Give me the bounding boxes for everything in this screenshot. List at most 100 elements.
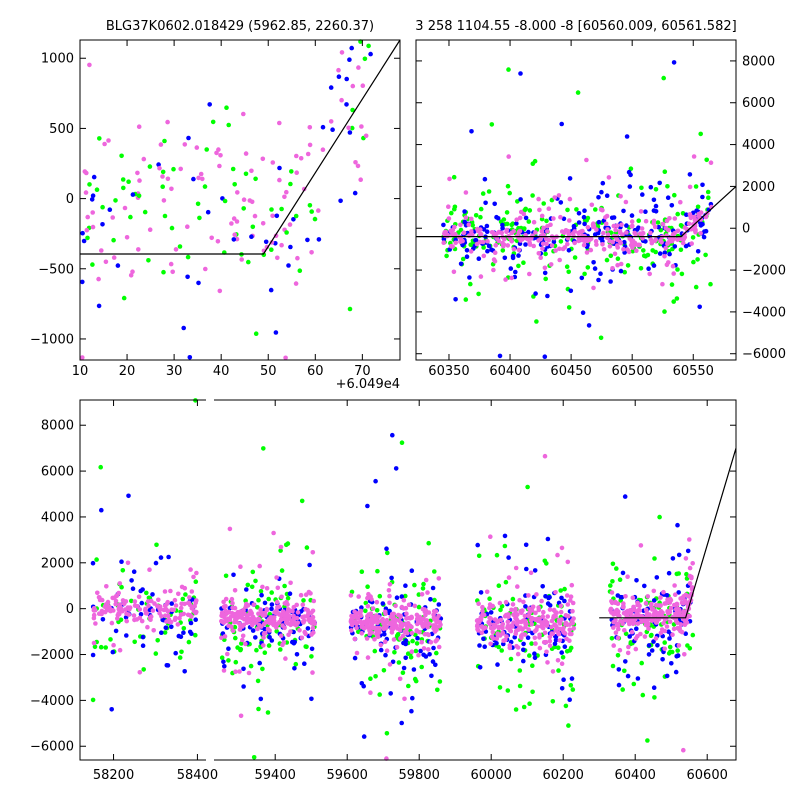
data-point bbox=[96, 276, 101, 282]
data-point bbox=[121, 295, 127, 301]
data-point bbox=[278, 616, 284, 622]
data-point bbox=[640, 192, 645, 197]
data-point bbox=[690, 235, 696, 240]
data-point bbox=[486, 243, 492, 249]
data-point bbox=[563, 613, 569, 618]
data-point bbox=[670, 632, 675, 637]
data-point bbox=[671, 626, 677, 632]
data-point bbox=[380, 601, 386, 606]
data-point bbox=[409, 630, 415, 636]
data-point bbox=[651, 263, 657, 268]
data-point bbox=[506, 614, 511, 619]
data-point bbox=[177, 244, 183, 249]
data-point bbox=[310, 625, 316, 631]
data-point bbox=[136, 193, 142, 199]
data-point bbox=[558, 214, 563, 220]
data-point bbox=[352, 609, 357, 614]
data-point bbox=[217, 163, 222, 169]
data-point bbox=[175, 622, 181, 627]
data-point bbox=[608, 253, 614, 259]
data-point bbox=[117, 581, 123, 586]
data-point bbox=[173, 615, 178, 621]
data-point bbox=[316, 237, 322, 242]
data-point bbox=[615, 262, 620, 268]
data-point bbox=[520, 618, 526, 624]
data-point bbox=[628, 166, 634, 171]
data-point bbox=[125, 560, 131, 566]
data-point bbox=[519, 610, 524, 616]
data-point bbox=[417, 629, 422, 635]
data-point bbox=[517, 668, 523, 673]
data-point bbox=[659, 611, 664, 616]
data-point bbox=[279, 242, 284, 248]
data-point bbox=[187, 595, 192, 600]
data-point bbox=[297, 268, 303, 274]
data-point bbox=[177, 615, 182, 621]
data-point bbox=[416, 652, 421, 658]
data-point bbox=[115, 263, 121, 268]
data-point bbox=[226, 646, 231, 651]
data-point bbox=[678, 223, 684, 228]
data-point bbox=[630, 595, 636, 601]
data-point bbox=[561, 230, 567, 235]
data-point bbox=[140, 587, 145, 592]
data-point bbox=[521, 641, 526, 647]
x-tick-label: 30 bbox=[166, 364, 183, 379]
data-point bbox=[633, 232, 638, 237]
data-point bbox=[629, 617, 635, 622]
data-point bbox=[628, 640, 634, 645]
data-point bbox=[99, 248, 104, 253]
data-point bbox=[545, 536, 551, 542]
data-point bbox=[359, 605, 364, 610]
data-point bbox=[582, 208, 587, 213]
data-point bbox=[442, 231, 447, 237]
data-point bbox=[162, 603, 168, 609]
data-point bbox=[507, 627, 513, 633]
data-point bbox=[147, 227, 153, 232]
data-point bbox=[513, 628, 519, 634]
data-point bbox=[690, 632, 696, 638]
data-point bbox=[126, 179, 131, 184]
data-point bbox=[189, 614, 194, 619]
data-point bbox=[307, 125, 313, 130]
data-point bbox=[448, 228, 454, 234]
data-point bbox=[540, 584, 545, 589]
data-point bbox=[622, 494, 628, 499]
data-point bbox=[145, 624, 150, 630]
data-point bbox=[447, 176, 452, 182]
y-tick-label: 6000 bbox=[41, 465, 74, 480]
data-point bbox=[350, 107, 355, 113]
data-point bbox=[570, 608, 575, 614]
data-point bbox=[282, 616, 288, 622]
data-point bbox=[221, 620, 227, 625]
data-point bbox=[144, 610, 149, 616]
data-point bbox=[558, 588, 563, 593]
data-point bbox=[616, 626, 621, 632]
data-point bbox=[309, 250, 314, 255]
data-point bbox=[83, 190, 89, 195]
data-point bbox=[697, 304, 702, 310]
data-point bbox=[565, 241, 570, 247]
data-point bbox=[610, 663, 616, 669]
data-point bbox=[182, 669, 187, 674]
data-point bbox=[165, 176, 171, 182]
data-point bbox=[695, 257, 700, 262]
model-line bbox=[416, 185, 737, 238]
data-point bbox=[292, 666, 297, 671]
data-point bbox=[160, 617, 165, 623]
data-point bbox=[540, 241, 546, 247]
data-point bbox=[633, 646, 639, 652]
data-point bbox=[403, 655, 409, 661]
data-point bbox=[683, 592, 689, 598]
data-point bbox=[569, 676, 575, 681]
data-point bbox=[223, 603, 228, 609]
data-point bbox=[370, 625, 376, 630]
data-point bbox=[487, 605, 492, 611]
data-point bbox=[540, 625, 546, 631]
data-point bbox=[432, 597, 437, 603]
data-point bbox=[286, 263, 291, 268]
data-point bbox=[488, 610, 494, 615]
data-point bbox=[305, 237, 310, 243]
data-point bbox=[155, 638, 160, 643]
data-point bbox=[193, 632, 198, 638]
